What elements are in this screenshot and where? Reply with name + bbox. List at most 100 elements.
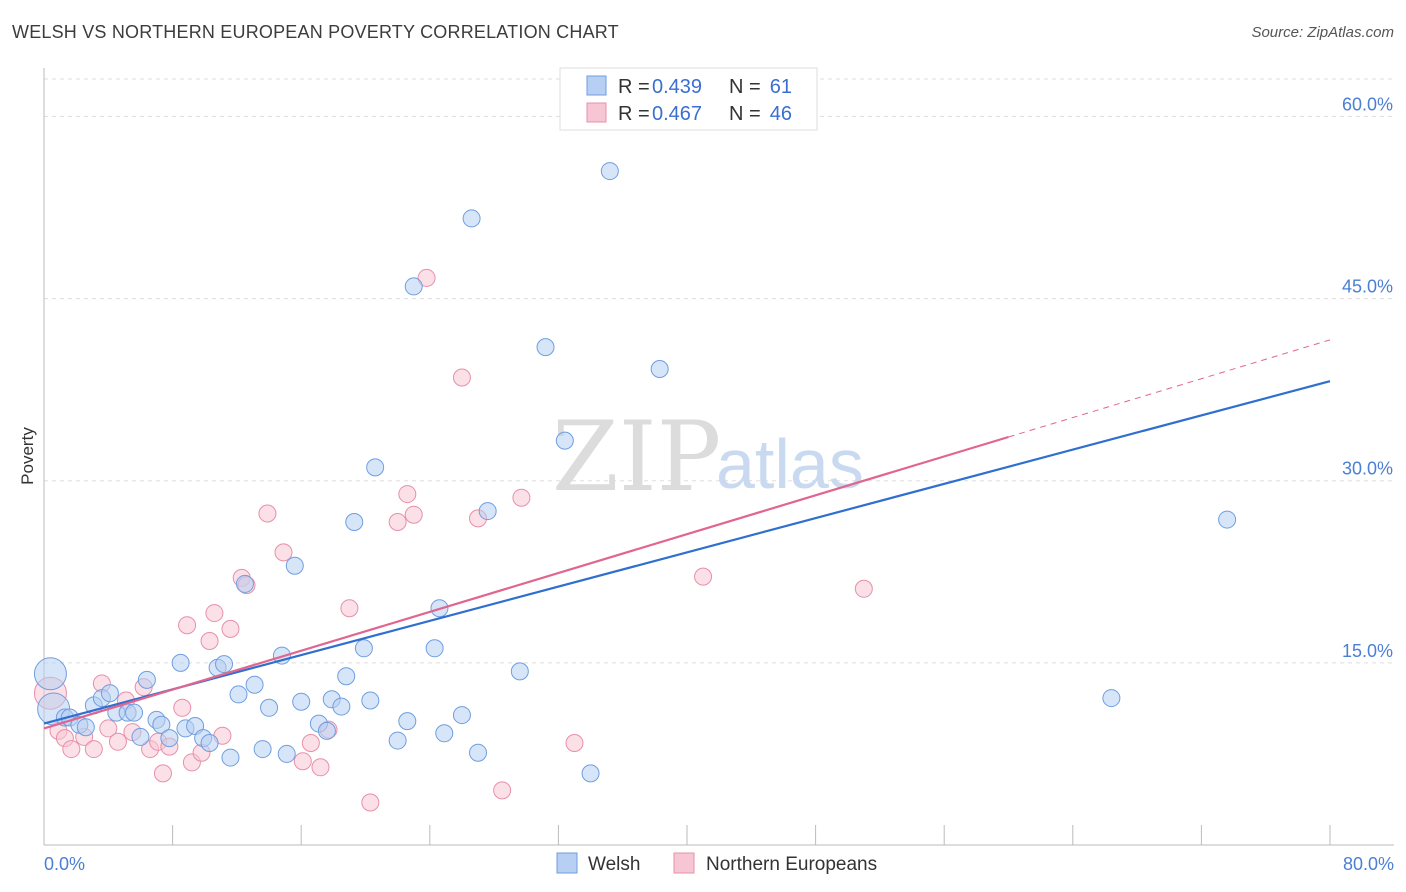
ne-point bbox=[388, 513, 407, 531]
welsh-point bbox=[100, 684, 119, 703]
legend-n-label-ne: N = bbox=[729, 103, 761, 125]
bottom-legend-swatch-welsh bbox=[556, 852, 578, 874]
legend-r-value-ne: 0.467 bbox=[652, 103, 702, 125]
ne-point bbox=[493, 781, 512, 800]
welsh-point bbox=[478, 502, 497, 521]
welsh-point bbox=[388, 731, 407, 750]
welsh-point bbox=[332, 697, 351, 716]
welsh-point bbox=[253, 740, 272, 759]
legend-n-label-welsh: N = bbox=[729, 76, 761, 98]
ne-point bbox=[84, 740, 103, 759]
welsh-point bbox=[200, 734, 219, 752]
welsh-trend-line bbox=[43, 380, 1331, 725]
welsh-point bbox=[345, 513, 364, 531]
welsh-point bbox=[510, 662, 529, 681]
y-tick-labels: 15.0% 30.0% 45.0% 60.0% bbox=[1342, 94, 1393, 660]
ne-point bbox=[221, 619, 240, 638]
ne-point bbox=[694, 567, 713, 586]
welsh-point bbox=[245, 675, 264, 694]
welsh-point bbox=[361, 691, 380, 710]
ne-point bbox=[173, 698, 192, 717]
welsh-point bbox=[435, 724, 454, 743]
top-legend: R = 0.439 N = 61 R = 0.467 N = 46 bbox=[559, 67, 818, 131]
welsh-point bbox=[398, 712, 417, 731]
ne-point bbox=[62, 740, 81, 759]
ne-point bbox=[99, 719, 118, 738]
welsh-point bbox=[160, 729, 179, 748]
welsh-point bbox=[215, 655, 234, 674]
legend-r-label-welsh: R = bbox=[618, 76, 650, 98]
ne-point bbox=[293, 752, 312, 771]
welsh-point bbox=[555, 431, 574, 450]
trend-lines bbox=[43, 339, 1331, 730]
welsh-point bbox=[285, 556, 304, 575]
legend-r-value-welsh: 0.439 bbox=[652, 76, 702, 98]
ne-point bbox=[361, 793, 380, 812]
welsh-point bbox=[600, 162, 619, 181]
welsh-point bbox=[137, 670, 156, 689]
ne-point bbox=[301, 734, 320, 752]
ne-point bbox=[452, 368, 471, 387]
ne-point bbox=[565, 734, 584, 752]
y-tick-label: 15.0% bbox=[1342, 641, 1393, 661]
welsh-point bbox=[33, 657, 67, 691]
bottom-legend-swatch-ne bbox=[673, 852, 695, 874]
watermark-atlas: atlas bbox=[716, 425, 864, 503]
x-ticks bbox=[172, 825, 1331, 845]
welsh-point bbox=[317, 721, 336, 740]
welsh-point bbox=[366, 458, 385, 477]
welsh-point bbox=[292, 692, 311, 711]
welsh-point bbox=[536, 338, 555, 357]
welsh-point bbox=[337, 667, 356, 686]
source-label: Source: ZipAtlas.com bbox=[1251, 24, 1394, 41]
ne-point bbox=[340, 599, 359, 618]
welsh-point bbox=[171, 653, 190, 672]
ne-point bbox=[274, 543, 293, 562]
ne-point bbox=[854, 579, 873, 598]
ne-trend-line-extension bbox=[1008, 339, 1331, 438]
ne-point bbox=[205, 604, 224, 623]
ne-point bbox=[200, 632, 219, 650]
welsh-point bbox=[235, 574, 254, 593]
welsh-point bbox=[229, 685, 248, 704]
y-tick-label: 45.0% bbox=[1342, 277, 1393, 297]
y-tick-label: 30.0% bbox=[1342, 459, 1393, 479]
welsh-point bbox=[131, 727, 150, 746]
bottom-legend: Welsh Northern Europeans bbox=[556, 852, 877, 875]
ne-point bbox=[258, 504, 277, 523]
welsh-point bbox=[462, 209, 481, 228]
ne-trend-line bbox=[43, 435, 1009, 730]
chart-title: WELSH VS NORTHERN EUROPEAN POVERTY CORRE… bbox=[12, 22, 619, 42]
ne-point bbox=[153, 764, 172, 783]
legend-swatch-welsh bbox=[586, 75, 607, 96]
ne-point bbox=[311, 758, 330, 777]
legend-n-value-ne: 46 bbox=[770, 103, 792, 125]
ne-point bbox=[417, 268, 436, 287]
ne-point bbox=[178, 616, 197, 635]
welsh-point bbox=[404, 277, 423, 296]
watermark-zip: ZIP bbox=[552, 401, 721, 513]
welsh-point bbox=[1218, 510, 1237, 529]
welsh-points bbox=[33, 162, 1237, 783]
welsh-point bbox=[76, 718, 95, 737]
legend-r-label-ne: R = bbox=[618, 103, 650, 125]
welsh-point bbox=[1102, 689, 1121, 708]
welsh-point bbox=[650, 360, 669, 378]
x-tick-label-max: 80.0% bbox=[1343, 854, 1394, 874]
legend-n-value-welsh: 61 bbox=[770, 76, 792, 98]
welsh-point bbox=[452, 706, 471, 725]
ne-point bbox=[398, 485, 417, 504]
welsh-point bbox=[221, 748, 240, 767]
bottom-legend-welsh: Welsh bbox=[588, 854, 640, 875]
welsh-point bbox=[152, 715, 171, 734]
x-tick-label-min: 0.0% bbox=[44, 854, 85, 874]
welsh-point bbox=[125, 703, 144, 722]
watermark: ZIP atlas bbox=[552, 401, 864, 513]
welsh-point bbox=[260, 698, 279, 717]
ne-point bbox=[404, 505, 423, 524]
welsh-point bbox=[581, 764, 600, 783]
bottom-legend-northern-europeans: Northern Europeans bbox=[706, 854, 877, 875]
welsh-point bbox=[469, 743, 488, 762]
ne-point bbox=[108, 732, 127, 751]
